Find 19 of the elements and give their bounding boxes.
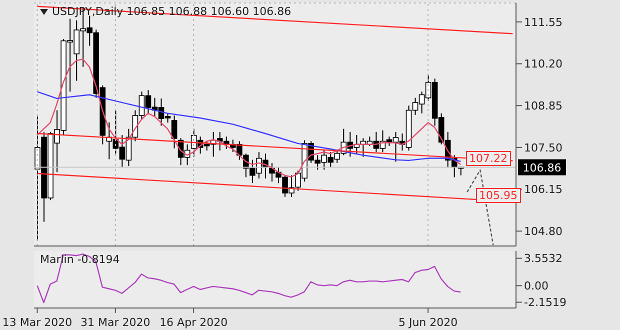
y-tick-label: 104.80 [524,225,562,238]
y-tick-label: 106.15 [524,183,562,196]
line-series [36,91,462,162]
x-tick-label: 16 Apr 2020 [160,316,228,329]
ref-line-label: 106.86 [522,161,562,174]
y-tick-label: 0.00 [524,280,548,293]
x-tick-label: 5 Jun 2020 [398,316,458,329]
x-tick-label: 31 Mar 2020 [80,316,150,329]
y-tick-label: 107.50 [524,141,562,154]
y-tick-label: 110.20 [524,58,562,71]
line-series [36,253,462,304]
y-tick-label: 108.85 [524,100,562,112]
y-tick-label: 111.55 [524,16,562,29]
y-tick-label: -2.1519 [524,296,566,310]
annotation: 105.95 [476,188,520,203]
candlestick [171,115,178,149]
y-tick-label: 3.5532 [524,252,562,266]
x-tick-label: 13 Mar 2020 [2,316,72,329]
annotation: 107.22 [466,151,510,166]
